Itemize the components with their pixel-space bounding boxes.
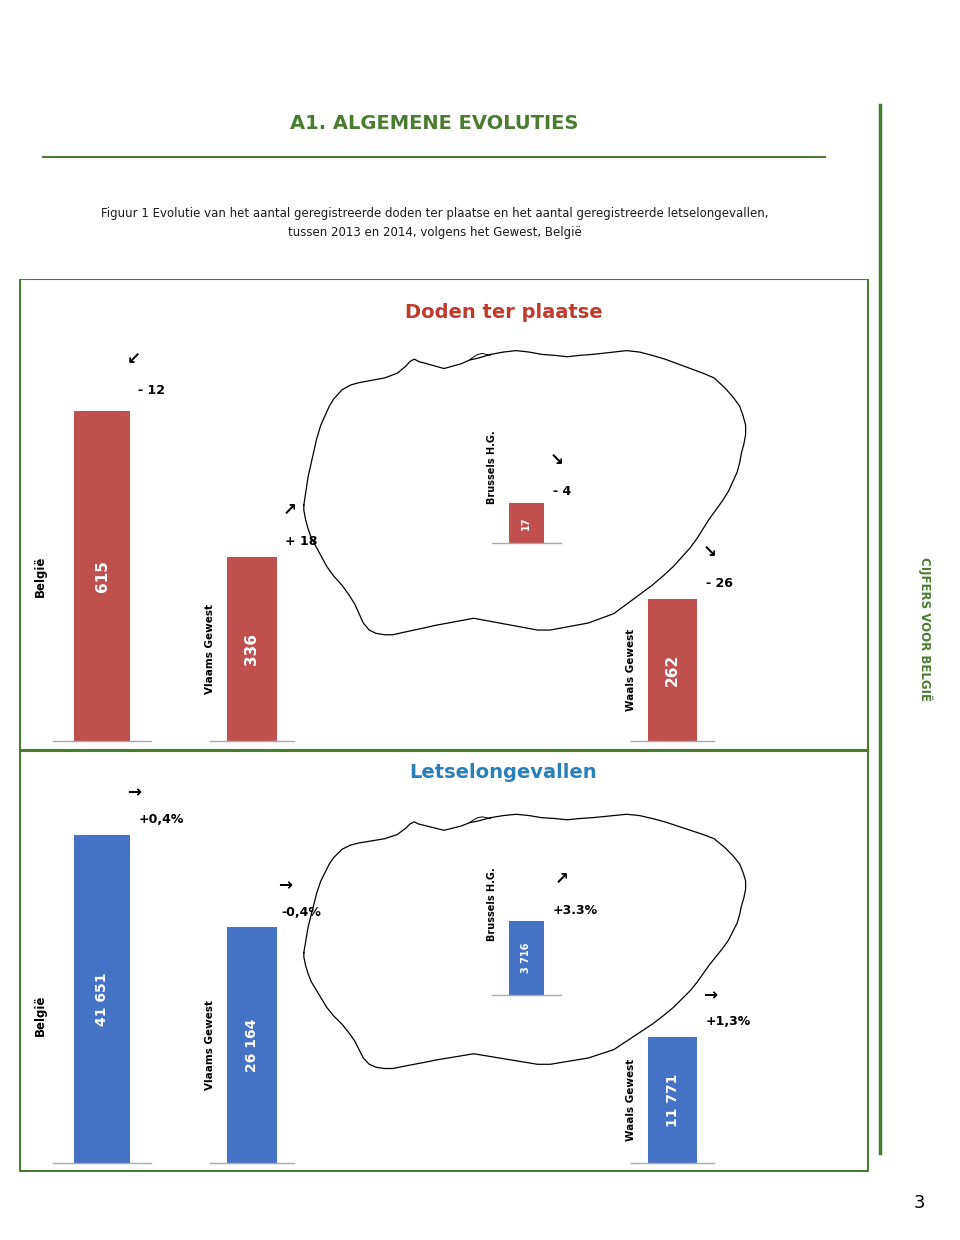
Text: Letselongevallen: Letselongevallen [410,763,597,782]
Text: →: → [278,877,292,894]
Bar [228,557,276,740]
Bar [75,835,130,1163]
Text: ALGEMENE RESULTATEN: ALGEMENE RESULTATEN [237,38,646,67]
Text: →: → [127,784,141,801]
Text: 3 716: 3 716 [521,942,532,973]
Text: 17: 17 [521,516,532,529]
Bar [648,599,697,740]
Text: 3: 3 [914,1194,925,1211]
Text: 336: 336 [245,632,259,665]
Text: ↘: ↘ [703,543,717,562]
Text: ↙: ↙ [127,350,141,368]
Bar [509,503,544,543]
Text: A1. ALGEMENE EVOLUTIES: A1. ALGEMENE EVOLUTIES [290,114,579,133]
Text: - 4: - 4 [553,485,571,498]
Text: Vlaams Gewest: Vlaams Gewest [205,604,215,694]
Text: CIJFERS VOOR BELGIË: CIJFERS VOOR BELGIË [918,557,932,702]
Text: Waals Gewest: Waals Gewest [626,1059,636,1141]
Text: +3.3%: +3.3% [553,904,598,916]
Text: 11 771: 11 771 [665,1074,680,1127]
Text: Brussels H.G.: Brussels H.G. [487,430,496,503]
Text: Waals Gewest: Waals Gewest [626,629,636,712]
Text: Vlaams Gewest: Vlaams Gewest [205,1001,215,1090]
Text: -0,4%: -0,4% [281,906,321,919]
Text: België: België [34,556,47,596]
Text: - 26: - 26 [706,577,732,590]
Text: 615: 615 [94,560,109,591]
Text: 26 164: 26 164 [245,1018,259,1073]
Text: - 12: - 12 [138,384,165,397]
Text: +0,4%: +0,4% [138,813,183,826]
Text: Brussels H.G.: Brussels H.G. [487,867,496,941]
Text: ↗: ↗ [554,869,568,888]
Text: →: → [703,986,717,1003]
Text: Doden ter plaatse: Doden ter plaatse [405,303,602,321]
Text: ↘: ↘ [550,451,564,470]
Text: België: België [34,996,47,1037]
Bar [228,928,276,1163]
Text: 41 651: 41 651 [95,972,109,1025]
Text: Figuur 1 Evolutie van het aantal geregistreerde doden ter plaatse en het aantal : Figuur 1 Evolutie van het aantal geregis… [101,207,768,239]
Text: +1,3%: +1,3% [706,1016,751,1028]
Bar [648,1037,697,1163]
Text: ↗: ↗ [282,501,297,518]
Bar [509,921,544,994]
Text: 262: 262 [665,653,680,686]
Bar [75,410,130,740]
Text: + 18: + 18 [285,534,318,548]
